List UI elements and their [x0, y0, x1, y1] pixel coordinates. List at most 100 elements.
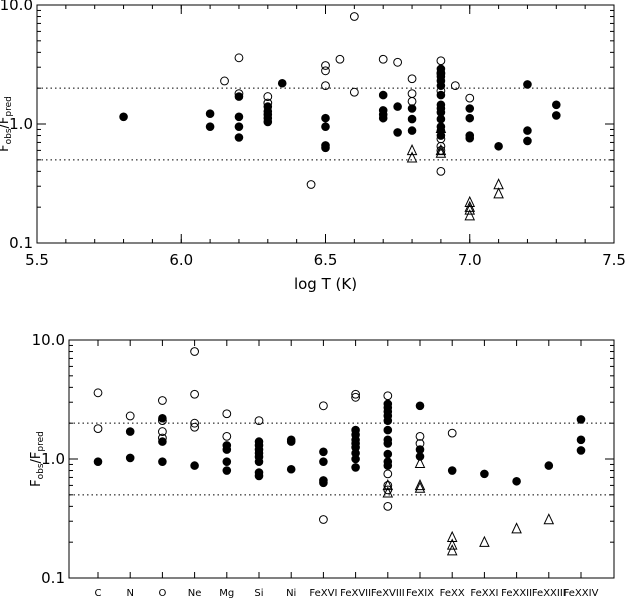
data-point-filled — [351, 454, 360, 464]
data-point-open — [321, 81, 330, 91]
data-point-filled — [222, 445, 232, 454]
data-point-filled — [321, 143, 330, 153]
data-point-triangle — [406, 143, 418, 156]
data-point-filled — [383, 416, 393, 425]
data-point-filled — [222, 457, 232, 466]
data-point-filled — [465, 133, 475, 143]
data-point-filled — [351, 463, 360, 472]
data-point-filled — [378, 113, 388, 123]
data-point-open — [436, 141, 446, 151]
data-point-filled — [234, 112, 244, 122]
data-point-filled — [383, 439, 393, 448]
x-tick-label: FeXVIII — [371, 588, 405, 599]
data-point-open — [383, 501, 393, 511]
x-axis-label: log T (K) — [294, 275, 357, 293]
data-point-open — [351, 389, 361, 399]
data-point-open — [393, 57, 403, 67]
data-point-open — [125, 411, 135, 421]
data-point-open — [190, 347, 200, 356]
data-point-filled — [523, 80, 532, 89]
y-tick-label: 10.0 — [32, 331, 65, 349]
y-tick-label: 1.0 — [9, 115, 33, 133]
x-tick-label: FeXX — [440, 588, 465, 599]
data-point-triangle — [406, 151, 418, 163]
data-point-filled — [523, 136, 532, 146]
data-point-filled — [465, 104, 475, 113]
x-tick-label: FeXXIV — [564, 588, 599, 599]
data-point-open — [158, 427, 167, 436]
data-point-filled — [378, 90, 388, 100]
data-point-open — [407, 96, 417, 106]
data-point-open — [436, 86, 446, 96]
data-point-open — [436, 69, 446, 79]
data-point-open — [222, 409, 232, 419]
data-point-open — [254, 416, 264, 426]
data-point-open — [436, 56, 446, 66]
data-point-filled — [93, 457, 103, 466]
data-point-triangle — [543, 513, 555, 525]
data-point-filled — [125, 453, 135, 463]
data-point-triangle — [446, 544, 458, 556]
data-point-filled — [415, 452, 425, 461]
x-tick-label: N — [126, 588, 133, 599]
data-point-filled — [321, 122, 330, 131]
data-point-filled — [407, 114, 417, 124]
data-point-triangle — [414, 456, 426, 469]
data-point-open — [351, 392, 361, 402]
data-point-open — [447, 428, 457, 438]
data-point-open — [378, 54, 388, 64]
data-point-open — [158, 416, 167, 426]
data-point-triangle — [479, 535, 490, 547]
data-point-triangle — [493, 187, 504, 199]
data-point-triangle — [382, 486, 394, 498]
data-point-open — [321, 61, 330, 70]
y-tick-label: 0.1 — [9, 234, 33, 252]
data-point-filled — [523, 126, 532, 135]
data-point-open — [263, 98, 273, 108]
data-point-triangle — [464, 209, 476, 221]
data-point-open — [349, 12, 359, 21]
data-point-open — [415, 431, 425, 441]
data-point-filled — [319, 457, 328, 466]
data-point-filled — [205, 109, 215, 119]
x-tick-label: O — [158, 588, 166, 599]
data-point-filled — [263, 117, 273, 127]
plot-frame — [68, 339, 615, 579]
data-point-filled — [576, 446, 586, 455]
data-point-filled — [125, 427, 135, 436]
data-point-open — [158, 433, 167, 443]
x-tick-label: 7.5 — [602, 251, 625, 269]
data-point-triangle — [464, 203, 476, 215]
data-point-filled — [319, 478, 328, 488]
data-point-filled — [383, 425, 393, 435]
data-point-filled — [254, 471, 264, 481]
data-point-filled — [552, 111, 561, 120]
data-point-filled — [465, 113, 475, 123]
data-point-open — [190, 389, 200, 399]
data-point-filled — [119, 112, 128, 122]
data-point-filled — [512, 476, 521, 486]
data-point-filled — [234, 133, 244, 142]
data-point-open — [222, 431, 232, 441]
data-point-open — [220, 76, 229, 86]
data-point-filled — [286, 464, 296, 474]
data-point-open — [234, 53, 244, 63]
data-point-filled — [407, 104, 417, 113]
data-point-filled — [205, 122, 215, 131]
y-axis-label: Fobs/Fpred — [0, 96, 14, 152]
data-point-open — [335, 54, 345, 64]
data-point-open — [319, 515, 328, 524]
data-point-open — [263, 92, 273, 101]
data-point-open — [319, 401, 328, 411]
x-tick-label: 6.0 — [169, 251, 193, 269]
data-point-filled — [407, 126, 417, 135]
data-point-filled — [277, 78, 287, 88]
x-tick-label: 6.5 — [314, 251, 338, 269]
data-point-filled — [383, 449, 393, 459]
data-point-triangle — [382, 478, 394, 491]
data-point-filled — [254, 457, 264, 466]
data-point-filled — [321, 113, 330, 123]
x-tick-label: FeXXIII — [532, 588, 566, 599]
top-panel: 0.1 1.0 10.0 Fobs/Fpred 5.5 6.0 6.5 7.0 7.5 log T… — [0, 0, 625, 293]
